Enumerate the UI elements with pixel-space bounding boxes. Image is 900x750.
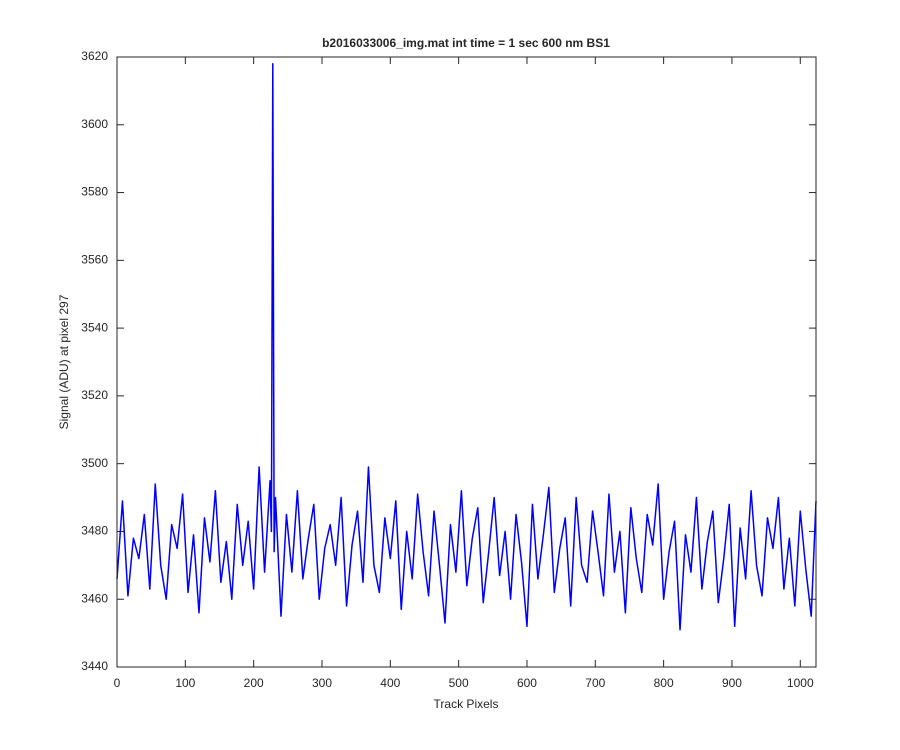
x-tick-label: 400	[380, 676, 400, 690]
x-axis-label: Track Pixels	[434, 697, 499, 711]
axes-box	[116, 56, 817, 668]
x-tick-label: 800	[654, 676, 674, 690]
y-tick-label: 3580	[81, 185, 108, 199]
x-tick-label: 500	[449, 676, 469, 690]
y-tick-label: 3620	[81, 49, 108, 63]
y-axis-label: Signal (ADU) at pixel 297	[57, 294, 71, 429]
x-tick-label: 1000	[787, 676, 814, 690]
y-tick-label: 3540	[81, 320, 108, 334]
y-tick-label: 3500	[81, 456, 108, 470]
x-tick-label: 700	[585, 676, 605, 690]
x-tick-label: 600	[517, 676, 537, 690]
y-tick-label: 3440	[81, 659, 108, 673]
x-tick-label: 200	[244, 676, 264, 690]
chart-title: b2016033006_img.mat int time = 1 sec 600…	[322, 36, 610, 50]
y-tick-label: 3520	[81, 388, 108, 402]
y-tick-label: 3480	[81, 524, 108, 538]
x-tick-label: 0	[114, 676, 121, 690]
y-tick-label: 3560	[81, 253, 108, 267]
y-tick-label: 3460	[81, 591, 108, 605]
x-tick-label: 300	[312, 676, 332, 690]
x-tick-label: 100	[175, 676, 195, 690]
series-line	[116, 63, 817, 631]
x-tick-label: 900	[722, 676, 742, 690]
y-tick-label: 3600	[81, 117, 108, 131]
